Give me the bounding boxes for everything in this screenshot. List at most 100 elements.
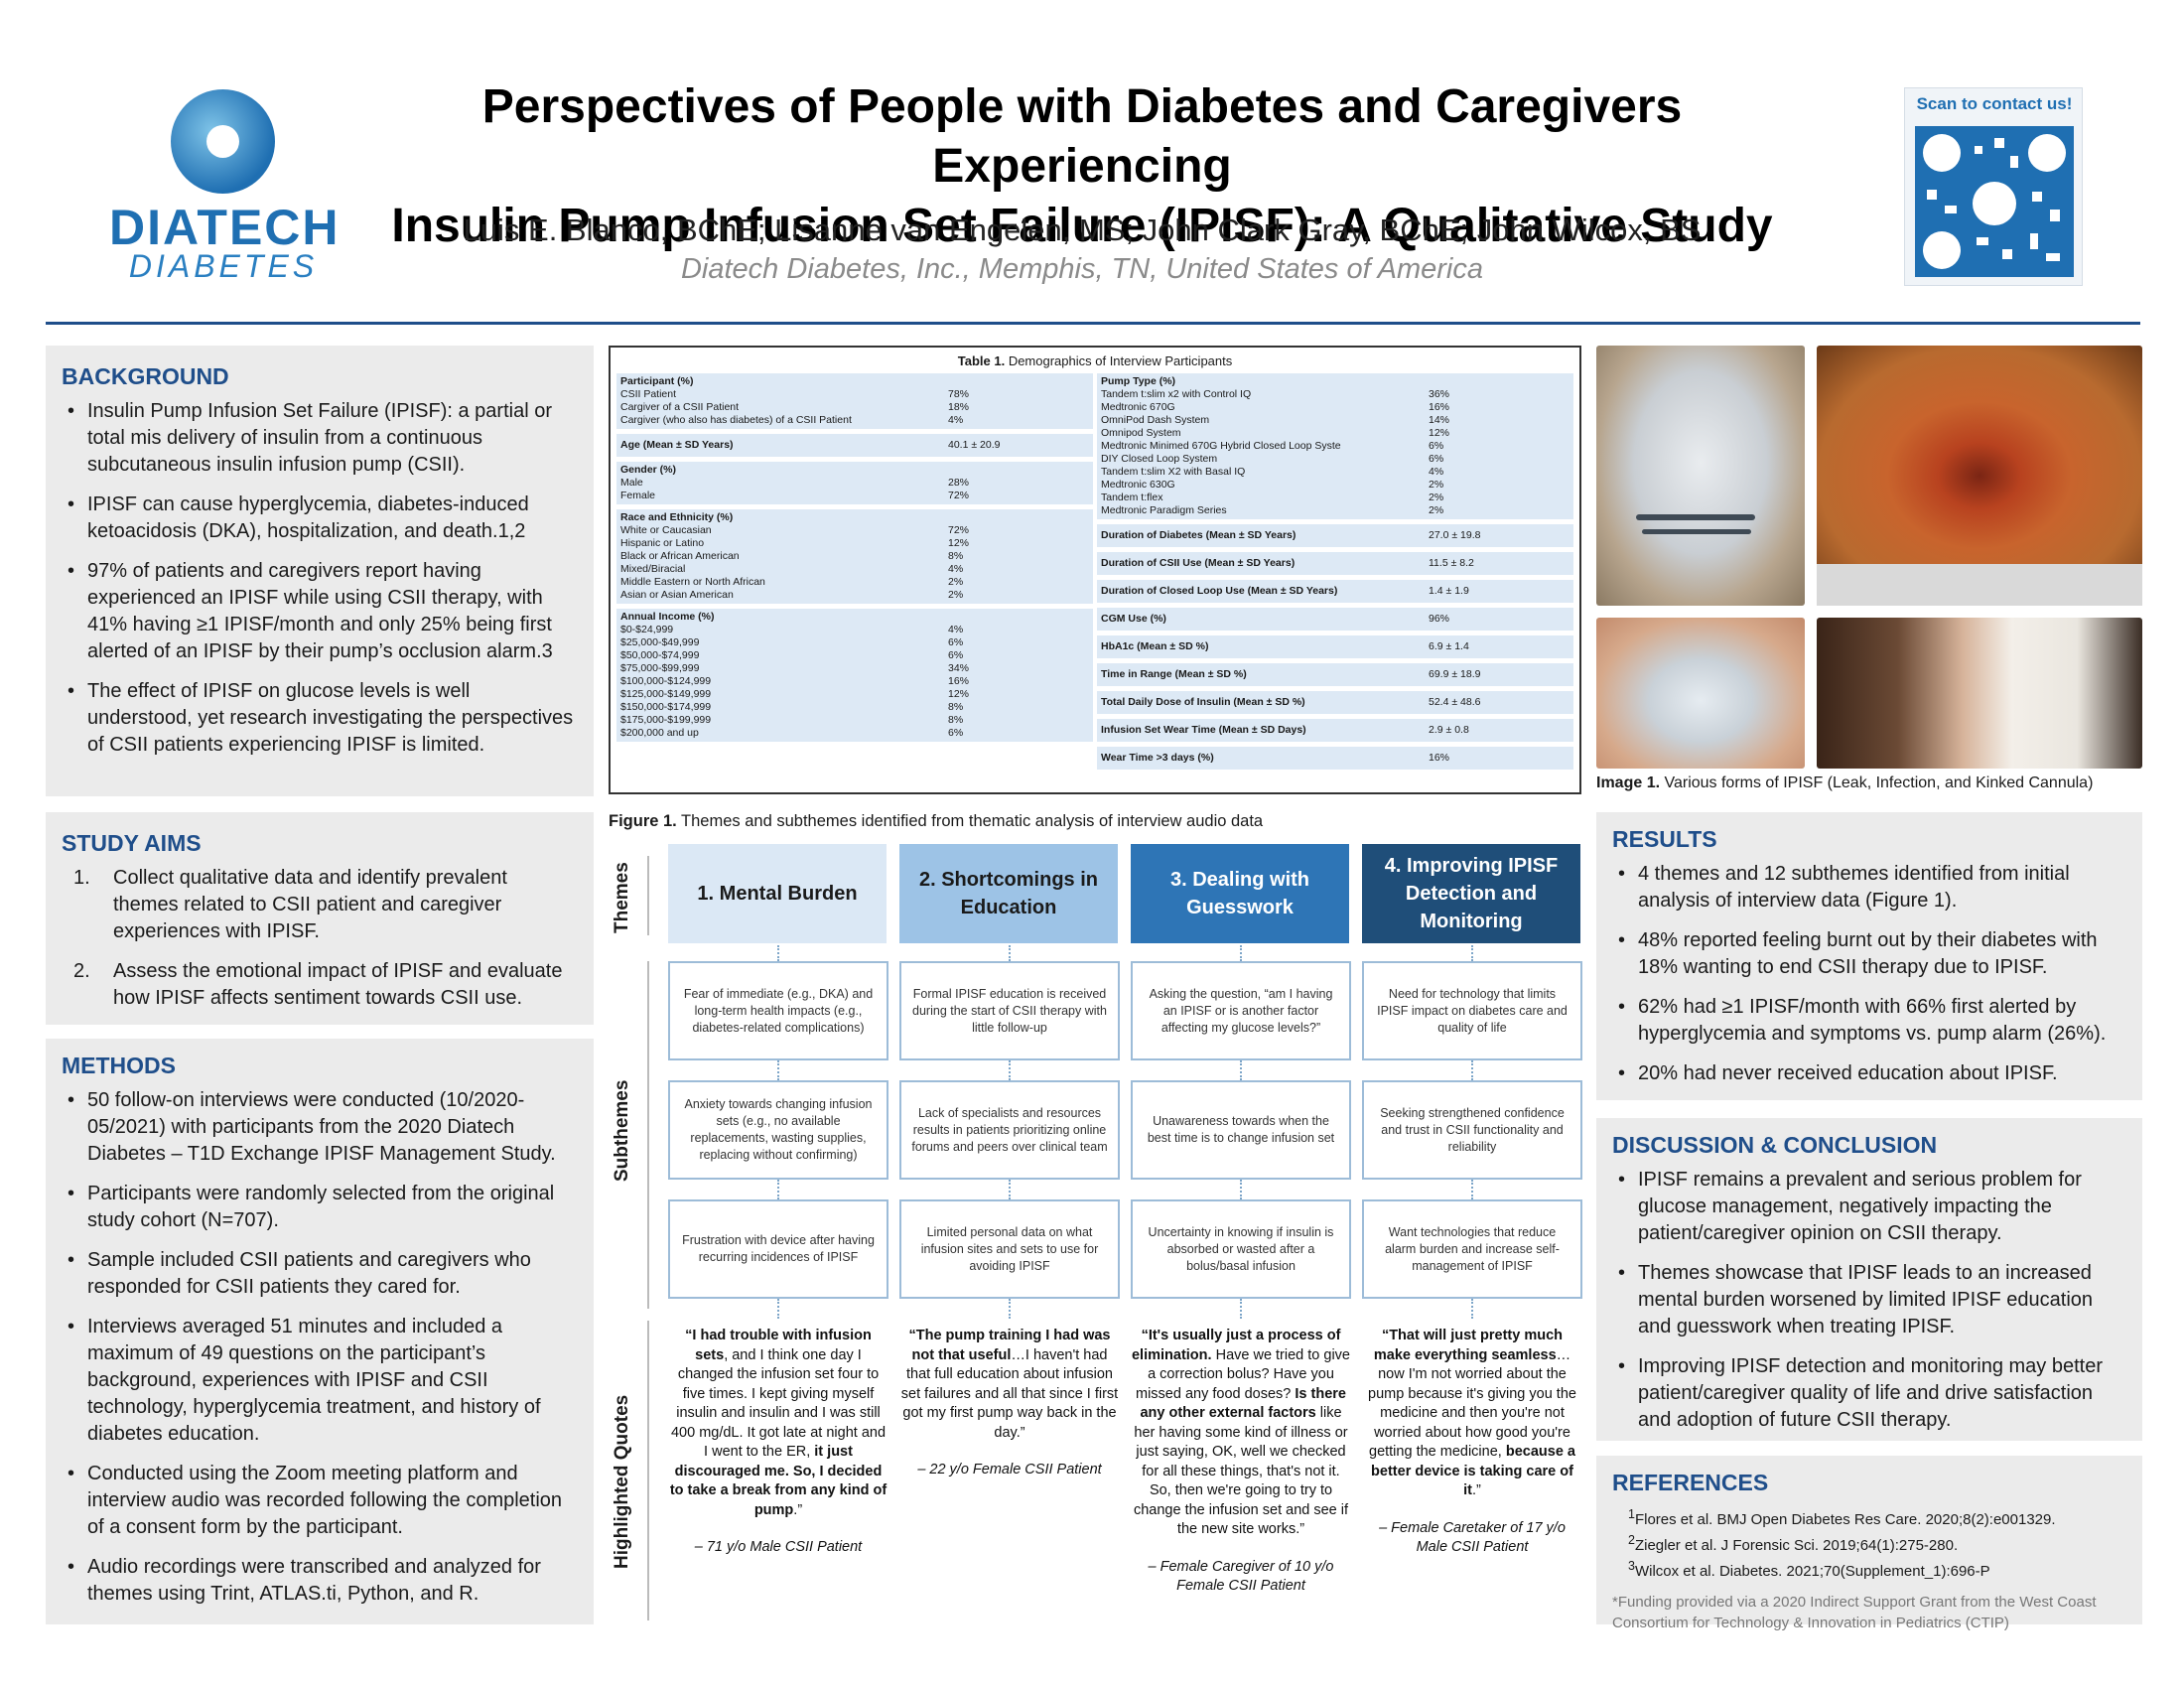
connector-line [1471,1180,1473,1199]
connector-line [1009,1060,1011,1080]
methods-bullet: Audio recordings were transcribed and an… [62,1554,578,1608]
table-cell-label: $0-$24,999 [620,624,674,635]
connector-line [777,1180,779,1199]
table-group-header: Time in Range (Mean ± SD %) 69.9 ± 18.9 [1101,668,1570,681]
table-cell-label: Cargiver of a CSII Patient [620,401,740,413]
table-cell-label: Mixed/Biracial [620,563,686,575]
aims-item-text: Assess the emotional impact of IPISF and… [113,960,563,1009]
table-cell-value: 12% [1429,427,1450,439]
reference-number: 3 [1628,1559,1635,1573]
methods-bullet: Sample included CSII patients and caregi… [62,1247,578,1301]
table-cell-value: 28% [948,477,970,489]
table-group-value: 11.5 ± 8.2 [1429,557,1474,569]
table-group-title: CGM Use (%) [1101,613,1166,625]
quote-text: .” [793,1501,803,1518]
table-group-value [1429,375,1570,388]
table-cell-value: 6% [948,649,964,661]
row-label-highlighted-quotes: Highlighted Quotes [612,1394,632,1569]
table-cell-value: 12% [948,537,970,549]
quote-text: Have we tried to give a correction bolus… [1136,1346,1350,1402]
table-row: Medtronic 670G 16% [1101,401,1570,414]
table-cell-label: Middle Eastern or North African [620,576,765,588]
methods-bullet: 50 follow-on interviews were conducted (… [62,1087,578,1168]
table-row: $25,000-$49,999 6% [620,636,1089,649]
table-group: Race and Ethnicity (%) White or Caucasian… [616,509,1093,604]
table-group-value: 2.9 ± 0.8 [1429,724,1469,736]
subtheme-box: Fear of immediate (e.g., DKA) and long-t… [668,961,888,1060]
qr-code-icon[interactable] [1915,126,2074,277]
table-group: Infusion Set Wear Time (Mean ± SD Days) 2… [1097,719,1573,742]
table-cell-label: Black or African American [620,550,740,562]
table-group-title: Duration of CSII Use (Mean ± SD Years) [1101,557,1296,569]
table-cell-label: White or Caucasian [620,524,712,536]
quote-text: like her having some kind of illness or … [1133,1405,1349,1537]
table-group-title: Age (Mean ± SD Years) [620,439,734,451]
table-group: Participant (%) CSII Patient 78% Cargiver o… [616,373,1093,429]
table-group-value: 1.4 ± 1.9 [1429,585,1469,597]
theme-box: 1. Mental Burden [668,844,887,943]
table-caption-label: Table 1. [957,353,1006,368]
table-cell-value: 4% [1429,466,1444,478]
table-group-title: Infusion Set Wear Time (Mean ± SD Days) [1101,724,1306,736]
table-group-header: Pump Type (%) [1101,375,1570,388]
table-row: Omnipod System 12% [1101,427,1570,440]
table-row: $0-$24,999 4% [620,624,1089,636]
photo-infection-image [1817,346,2142,606]
methods-bullet: Interviews averaged 51 minutes and inclu… [62,1314,578,1448]
quote-attribution: – Female Caregiver of 10 y/o Female CSII… [1148,1558,1334,1595]
qr-label: Scan to contact us! [1916,94,2073,113]
connector-line [1240,945,1242,961]
figure-caption-label: Figure 1. [609,812,677,830]
table-cell-value: 2% [1429,504,1444,516]
table-group-header: Duration of CSII Use (Mean ± SD Years) 11… [1101,557,1570,570]
table-group-header: Gender (%) [620,464,1089,477]
table-group-title: Annual Income (%) [620,611,715,623]
quote-text: Is there any other external factors [1140,1385,1346,1422]
table-group-title: Duration of Closed Loop Use (Mean ± SD Y… [1101,585,1338,597]
quote-attribution: – 22 y/o Female CSII Patient [917,1462,1102,1477]
table-group-header: Duration of Diabetes (Mean ± SD Years) 27… [1101,529,1570,542]
table-row: Male 28% [620,477,1089,490]
background-bullet: 97% of patients and caregivers report ha… [62,558,578,665]
connector-line [1471,1299,1473,1319]
table-row: $125,000-$149,999 12% [620,688,1089,701]
table-cell-label: $200,000 and up [620,727,699,739]
background-bullet: The effect of IPISF on glucose levels is… [62,678,578,759]
contact-qr-box[interactable]: Scan to contact us! [1904,87,2083,286]
table-group-title: Race and Ethnicity (%) [620,511,734,523]
table-cell-label: Male [620,477,643,489]
table-row: Cargiver (who also has diabetes) of a CS… [620,414,1089,427]
connector-line [777,945,779,961]
table-row: Asian or Asian American 2% [620,589,1089,602]
table-group-title: HbA1c (Mean ± SD %) [1101,640,1209,652]
subtheme-box: Formal IPISF education is received durin… [899,961,1120,1060]
table-cell-label: Hispanic or Latino [620,537,705,549]
table-group-value: 69.9 ± 18.9 [1429,668,1481,680]
references-panel: REFERENCES 1Flores et al. BMJ Open Diabe… [1596,1456,2142,1631]
quote-text: “It's usually just a process of eliminat… [1131,1328,1341,1363]
table-group: Gender (%) Male 28% Female 72% [616,462,1093,504]
table-left-column: Participant (%) CSII Patient 78% Cargiver o… [616,373,1093,747]
quote-attribution: – Female Caretaker of 17 y/o Male CSII P… [1379,1519,1566,1556]
table-group-header: CGM Use (%) 96% [1101,613,1570,626]
table-row: OmniPod Dash System 14% [1101,414,1570,427]
affiliation: Diatech Diabetes, Inc., Memphis, TN, Uni… [680,253,1484,285]
results-bullet: 48% reported feeling burnt out by their … [1612,927,2126,981]
table-cell-label: $125,000-$149,999 [620,688,712,700]
table-row: Middle Eastern or North African 2% [620,576,1089,589]
quote-text: it just discouraged me. So, I decided to… [669,1444,887,1518]
quote-text: …I haven't had that full education about… [900,1346,1119,1441]
quote-text: “That will just pretty much make everyth… [1373,1328,1564,1363]
table-caption-text: Demographics of Interview Participants [1005,353,1233,368]
reference-text: Wilcox et al. Diabetes. 2021;70(Suppleme… [1634,1563,1990,1580]
reference-text: Ziegler et al. J Forensic Sci. 2019;64(1… [1634,1537,1959,1554]
table-group-title: Total Daily Dose of Insulin (Mean ± SD %… [1101,696,1305,708]
connector-line [1240,1060,1242,1080]
table-group-value: 6.9 ± 1.4 [1429,640,1469,652]
table-group-header: Annual Income (%) [620,611,1089,624]
subtheme-box: Frustration with device after having rec… [668,1199,888,1299]
table-group-header: Total Daily Dose of Insulin (Mean ± SD %… [1101,696,1570,709]
results-bullet: 62% had ≥1 IPISF/month with 66% first al… [1612,994,2126,1048]
table-group-value: 96% [1429,613,1450,625]
funding-note: *Funding provided via a 2020 Indirect Su… [1612,1594,2097,1631]
